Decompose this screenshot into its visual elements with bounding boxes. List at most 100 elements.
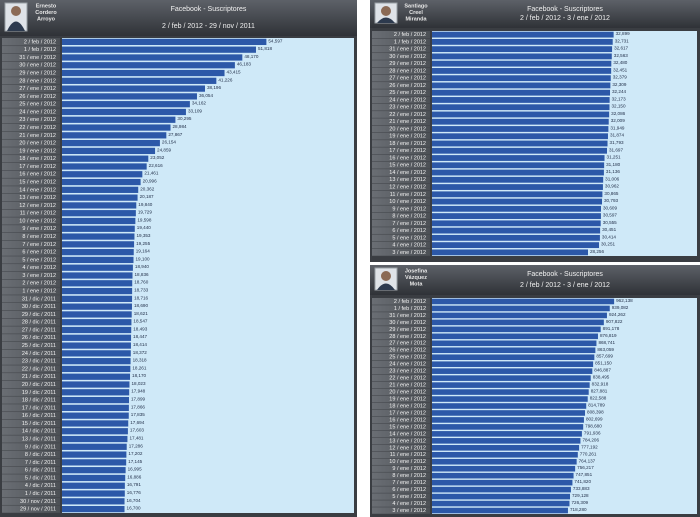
value-label: 18,690 [134, 303, 148, 308]
bar [62, 225, 135, 232]
category-label: 13 / dic / 2011 [22, 436, 56, 442]
bar [62, 124, 171, 131]
category-label: 9 / ene / 2012 [392, 466, 426, 472]
bar [432, 479, 573, 486]
value-label: 868,741 [598, 340, 615, 345]
category-label: 15 / ene / 2012 [19, 180, 56, 186]
bar [62, 54, 243, 61]
value-label: 48,170 [244, 54, 258, 59]
value-label: 32,480 [613, 60, 627, 65]
category-label: 16 / dic / 2011 [22, 413, 56, 419]
category-label: 24 / ene / 2012 [389, 97, 426, 103]
bar [62, 319, 132, 326]
bar [62, 77, 217, 84]
bar [62, 412, 129, 419]
person-name: Santiago [404, 3, 428, 9]
value-label: 16,886 [127, 474, 141, 479]
bar [432, 396, 588, 402]
category-label: 21 / ene / 2012 [389, 119, 426, 125]
category-label: 10 / ene / 2012 [19, 218, 56, 224]
bar [62, 210, 136, 217]
value-label: 17,899 [131, 397, 145, 402]
category-label: 14 / dic / 2011 [22, 429, 56, 435]
value-label: 857,699 [596, 354, 613, 359]
category-label: 13 / ene / 2012 [389, 438, 426, 444]
category-label: 21 / ene / 2012 [389, 383, 426, 389]
value-label: 23,052 [150, 155, 164, 160]
value-label: 733,883 [573, 486, 590, 491]
bar [432, 176, 604, 183]
bar [62, 202, 137, 209]
chart-subtitle: 2 / feb / 2012 - 3 / ene / 2012 [520, 282, 610, 289]
value-label: 891,178 [603, 326, 620, 331]
category-label: 28 / dic / 2011 [22, 320, 56, 326]
category-label: 9 / ene / 2012 [392, 206, 426, 212]
bar [62, 428, 128, 435]
category-label: 8 / ene / 2012 [392, 214, 426, 220]
person-name: Miranda [405, 16, 427, 22]
value-label: 30,555 [603, 220, 617, 225]
value-label: 16,700 [127, 506, 141, 511]
value-label: 31,697 [609, 147, 623, 152]
bar [432, 389, 589, 395]
person-name: Ernesto [36, 3, 57, 9]
value-label: 19,353 [136, 233, 150, 238]
value-label: 827,881 [591, 389, 608, 394]
value-label: 30,962 [605, 184, 619, 189]
value-label: 30,251 [601, 242, 615, 247]
value-label: 31,136 [606, 169, 620, 174]
value-label: 16,704 [127, 498, 141, 503]
bar [62, 178, 141, 186]
bar [432, 431, 582, 437]
category-label: 1 / feb / 2012 [24, 47, 56, 53]
bar [62, 365, 131, 373]
category-label: 5 / ene / 2012 [392, 494, 426, 500]
bar [62, 303, 132, 310]
value-label: 20,187 [140, 194, 154, 199]
category-label: 1 / feb / 2012 [394, 306, 426, 312]
value-label: 18,760 [134, 280, 148, 285]
category-label: 29 / dic / 2011 [22, 312, 56, 318]
category-label: 17 / ene / 2012 [389, 148, 426, 154]
category-label: 26 / ene / 2012 [19, 94, 56, 100]
label-column [372, 31, 430, 256]
category-label: 3 / ene / 2012 [22, 273, 56, 279]
bar [62, 280, 133, 287]
bar [62, 474, 126, 482]
bar [432, 234, 600, 241]
bar [432, 305, 610, 312]
category-label: 15 / dic / 2011 [22, 421, 56, 427]
bar [432, 500, 570, 507]
value-label: 17,286 [129, 443, 143, 448]
bar [432, 368, 593, 374]
value-label: 46,183 [237, 62, 251, 67]
bar [432, 46, 613, 53]
value-label: 18,414 [133, 342, 147, 347]
bar [432, 227, 601, 234]
category-label: 7 / ene / 2012 [392, 480, 426, 486]
category-label: 11 / ene / 2012 [390, 192, 426, 198]
bar [62, 373, 131, 380]
bar [62, 490, 125, 497]
bar [62, 108, 186, 116]
bar [62, 249, 134, 256]
category-label: 31 / dic / 2011 [22, 296, 56, 302]
category-label: 1 / feb / 2012 [394, 39, 426, 45]
value-label: 741,820 [574, 479, 591, 484]
value-label: 962,138 [616, 298, 633, 303]
bar [62, 389, 130, 396]
category-label: 20 / ene / 2012 [389, 390, 426, 396]
category-label: 15 / ene / 2012 [389, 163, 426, 169]
bar [432, 111, 610, 118]
bar [432, 472, 574, 479]
bar [432, 169, 604, 176]
bar [62, 326, 132, 334]
value-label: 17,694 [130, 420, 144, 425]
chart-subtitle: 2 / feb / 2012 - 29 / nov / 2011 [162, 23, 255, 30]
bar [62, 171, 143, 178]
bar [62, 101, 190, 108]
category-label: 14 / ene / 2012 [389, 170, 426, 176]
category-label: 2 / feb / 2012 [24, 39, 56, 45]
value-label: 33,109 [188, 108, 202, 113]
